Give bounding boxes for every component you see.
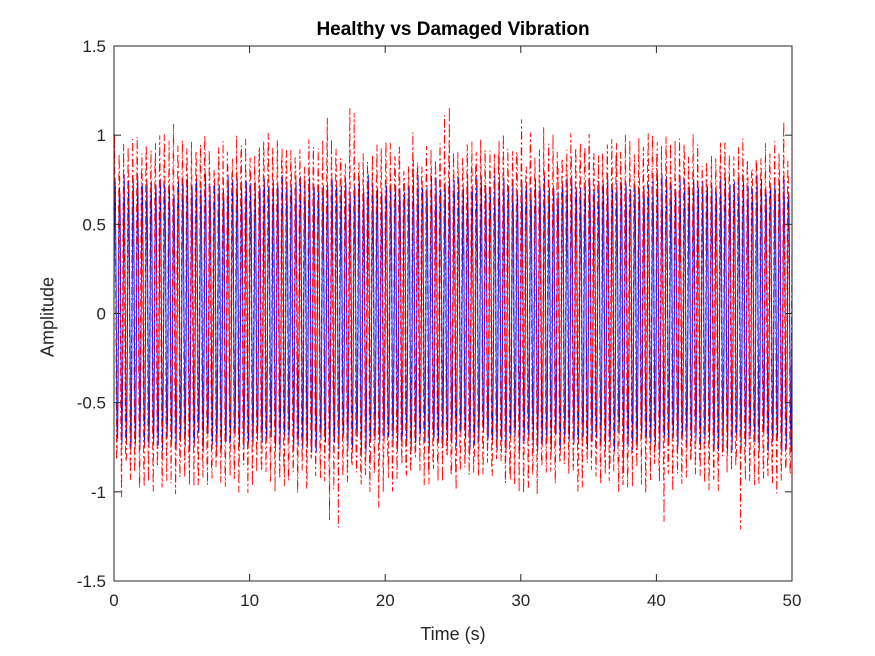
y-tick-label: 0 [97, 305, 106, 324]
x-tick-label: 40 [647, 591, 666, 610]
x-axis-label: Time (s) [420, 624, 486, 644]
series-line-red [113, 106, 793, 530]
x-tick-label: 30 [511, 591, 530, 610]
y-tick-label: -0.5 [77, 394, 106, 413]
y-axis-label: Amplitude [37, 276, 58, 358]
y-tick-label: 1 [97, 126, 106, 145]
y-tick-label: 0.5 [82, 215, 106, 234]
y-tick-label: -1 [91, 483, 106, 502]
series-layer [113, 106, 793, 530]
x-tick-label: 20 [376, 591, 395, 610]
chart-title: Healthy vs Damaged Vibration [316, 19, 590, 40]
y-tick-label: -1.5 [77, 572, 106, 591]
x-tick-label: 10 [240, 591, 259, 610]
ticks-layer: 0 10 20 30 40 50 -1.5 -1 -0.5 0 0.5 1 1.5 [77, 37, 802, 610]
series-line-blue [113, 174, 793, 454]
x-tick-label: 0 [109, 591, 118, 610]
x-tick-label: 50 [783, 591, 802, 610]
y-tick-label: 1.5 [82, 37, 106, 56]
